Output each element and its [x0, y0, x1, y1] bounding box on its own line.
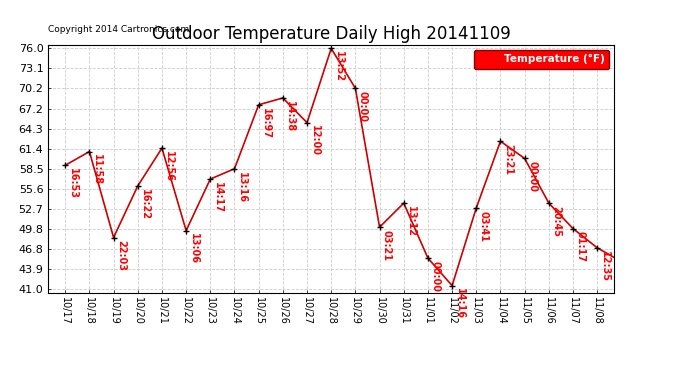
Text: 00:00: 00:00 — [527, 161, 537, 192]
Text: 11:58: 11:58 — [92, 154, 102, 186]
Text: 10:50: 10:50 — [0, 374, 1, 375]
Text: 23:21: 23:21 — [503, 144, 513, 175]
Text: 12:35: 12:35 — [600, 251, 609, 282]
Text: 03:21: 03:21 — [382, 230, 392, 261]
Text: 13:12: 13:12 — [406, 206, 416, 237]
Text: Copyright 2014 Cartronics.com: Copyright 2014 Cartronics.com — [48, 25, 190, 34]
Text: 14:16: 14:16 — [455, 288, 464, 320]
Text: 00:00: 00:00 — [431, 261, 440, 292]
Text: 01:17: 01:17 — [575, 231, 585, 262]
Text: 13:16: 13:16 — [237, 171, 247, 202]
Text: 20:45: 20:45 — [551, 206, 561, 237]
Text: 16:97: 16:97 — [261, 108, 271, 139]
Text: 12:56: 12:56 — [164, 151, 175, 182]
Text: 16:22: 16:22 — [140, 189, 150, 220]
Text: 13:52: 13:52 — [334, 51, 344, 82]
Text: 13:06: 13:06 — [188, 233, 199, 264]
Text: 14:17: 14:17 — [213, 182, 223, 213]
Text: 14:38: 14:38 — [285, 101, 295, 132]
Title: Outdoor Temperature Daily High 20141109: Outdoor Temperature Daily High 20141109 — [152, 26, 511, 44]
Text: 12:00: 12:00 — [309, 125, 319, 156]
Text: 22:03: 22:03 — [116, 240, 126, 271]
Text: 03:41: 03:41 — [479, 211, 489, 242]
Text: 16:53: 16:53 — [68, 168, 78, 199]
Legend: Temperature (°F): Temperature (°F) — [474, 50, 609, 69]
Text: 00:00: 00:00 — [358, 91, 368, 122]
